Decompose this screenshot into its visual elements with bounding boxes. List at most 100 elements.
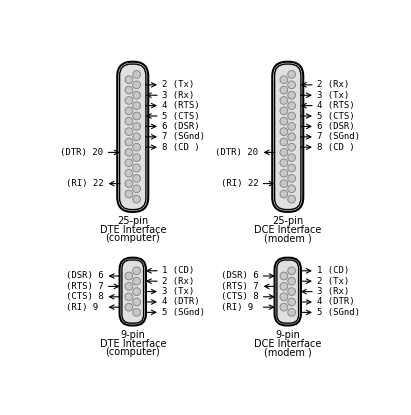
Text: (CTS) 8: (CTS) 8: [221, 292, 258, 301]
Text: (RI) 9: (RI) 9: [66, 303, 103, 312]
FancyBboxPatch shape: [275, 64, 301, 210]
Text: 2 (Rx): 2 (Rx): [162, 277, 194, 286]
Circle shape: [288, 122, 296, 130]
Circle shape: [133, 112, 141, 120]
FancyBboxPatch shape: [120, 64, 146, 210]
Text: 5 (CTS): 5 (CTS): [162, 112, 200, 120]
Circle shape: [133, 195, 141, 203]
Circle shape: [133, 133, 141, 141]
Text: 2 (Tx): 2 (Tx): [162, 81, 194, 89]
Circle shape: [133, 277, 141, 285]
Text: (computer): (computer): [105, 347, 160, 357]
Circle shape: [288, 112, 296, 120]
Circle shape: [288, 143, 296, 151]
FancyBboxPatch shape: [272, 62, 303, 212]
Text: 6 (DSR): 6 (DSR): [162, 122, 200, 131]
Circle shape: [125, 283, 133, 290]
Circle shape: [125, 149, 133, 156]
Circle shape: [288, 195, 296, 203]
Circle shape: [280, 117, 288, 125]
Circle shape: [288, 175, 296, 182]
Circle shape: [280, 76, 288, 83]
Text: 2 (Tx): 2 (Tx): [317, 277, 349, 286]
Circle shape: [288, 277, 296, 285]
Circle shape: [133, 71, 141, 78]
Circle shape: [125, 117, 133, 125]
Circle shape: [288, 91, 296, 99]
Circle shape: [288, 288, 296, 295]
Text: (RTS) 7: (RTS) 7: [221, 282, 258, 291]
Text: 4 (RTS): 4 (RTS): [317, 101, 355, 110]
Text: 25-pin: 25-pin: [272, 216, 303, 226]
Circle shape: [288, 164, 296, 172]
Circle shape: [288, 308, 296, 316]
Circle shape: [280, 283, 288, 290]
Circle shape: [288, 298, 296, 306]
Text: DTE Interface: DTE Interface: [99, 339, 166, 349]
Circle shape: [133, 308, 141, 316]
Circle shape: [280, 97, 288, 104]
Circle shape: [125, 180, 133, 188]
Circle shape: [133, 143, 141, 151]
Circle shape: [125, 76, 133, 83]
Text: (modem ): (modem ): [264, 233, 312, 243]
Text: (RTS) 7: (RTS) 7: [66, 282, 103, 291]
Text: (RI) 22: (RI) 22: [221, 179, 258, 188]
Circle shape: [125, 293, 133, 300]
Text: 4 (RTS): 4 (RTS): [162, 101, 200, 110]
Text: 25-pin: 25-pin: [117, 216, 148, 226]
Text: DCE Interface: DCE Interface: [254, 339, 321, 349]
Circle shape: [280, 107, 288, 115]
Circle shape: [280, 169, 288, 177]
Text: 3 (Rx): 3 (Rx): [317, 287, 349, 296]
Circle shape: [280, 180, 288, 188]
Circle shape: [280, 272, 288, 280]
Text: 3 (Rx): 3 (Rx): [162, 91, 194, 100]
Text: 5 (CTS): 5 (CTS): [317, 112, 355, 120]
FancyBboxPatch shape: [117, 62, 148, 212]
Text: DTE Interface: DTE Interface: [99, 225, 166, 234]
Text: (RI) 22: (RI) 22: [66, 179, 103, 188]
Text: 1 (CD): 1 (CD): [162, 266, 194, 275]
Text: 3 (Tx): 3 (Tx): [317, 91, 349, 100]
Circle shape: [133, 154, 141, 161]
Circle shape: [280, 138, 288, 146]
Circle shape: [133, 267, 141, 275]
Text: (computer): (computer): [105, 233, 160, 243]
Circle shape: [280, 293, 288, 300]
Circle shape: [133, 185, 141, 193]
Circle shape: [125, 86, 133, 94]
Circle shape: [125, 190, 133, 198]
Circle shape: [133, 81, 141, 89]
Circle shape: [288, 154, 296, 161]
Circle shape: [280, 190, 288, 198]
Text: 1 (CD): 1 (CD): [317, 266, 349, 275]
Text: 5 (SGnd): 5 (SGnd): [162, 308, 205, 317]
Text: 3 (Tx): 3 (Tx): [162, 287, 194, 296]
Circle shape: [125, 303, 133, 311]
Circle shape: [133, 164, 141, 172]
Text: DCE Interface: DCE Interface: [254, 225, 321, 234]
Circle shape: [288, 102, 296, 110]
Text: 6 (DSR): 6 (DSR): [317, 122, 355, 131]
Circle shape: [280, 128, 288, 135]
Text: 7 (SGnd): 7 (SGnd): [317, 132, 360, 142]
Circle shape: [133, 122, 141, 130]
Text: 2 (Rx): 2 (Rx): [317, 81, 349, 89]
Text: 7 (SGnd): 7 (SGnd): [162, 132, 205, 142]
Circle shape: [133, 175, 141, 182]
Text: (DTR) 20: (DTR) 20: [60, 148, 103, 157]
Text: 4 (DTR): 4 (DTR): [317, 298, 355, 306]
Circle shape: [125, 128, 133, 135]
Circle shape: [288, 133, 296, 141]
FancyBboxPatch shape: [275, 258, 301, 325]
FancyBboxPatch shape: [122, 260, 143, 323]
FancyBboxPatch shape: [120, 258, 146, 325]
Text: 5 (SGnd): 5 (SGnd): [317, 308, 360, 317]
Circle shape: [125, 97, 133, 104]
Text: (RI) 9: (RI) 9: [221, 303, 258, 312]
Text: (CTS) 8: (CTS) 8: [66, 292, 103, 301]
Circle shape: [125, 138, 133, 146]
Circle shape: [133, 298, 141, 306]
Circle shape: [280, 86, 288, 94]
